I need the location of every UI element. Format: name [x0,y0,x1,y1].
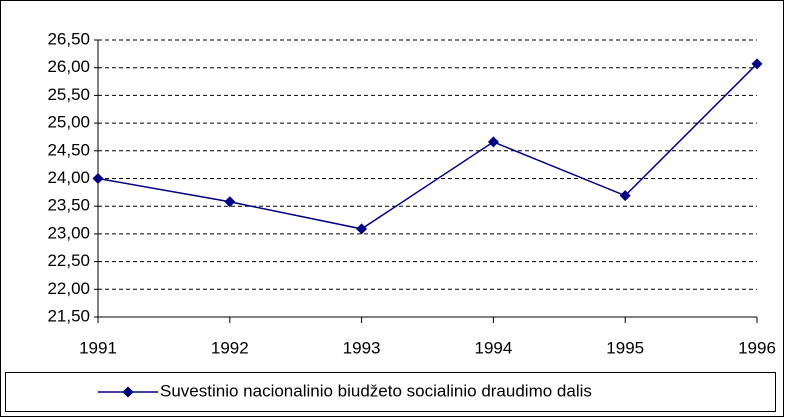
y-tick-label: 22,50 [47,251,90,270]
y-tick-label: 25,50 [47,85,90,104]
x-tick-label: 1996 [738,338,776,357]
data-point [92,173,104,184]
y-tick-label: 26,50 [47,29,90,48]
data-point [751,58,763,70]
legend-marker [122,386,134,398]
legend-label: Suvestinio nacionalinio biudžeto sociali… [160,381,592,400]
x-tick-label: 1995 [606,338,644,357]
y-tick-label: 23,50 [47,196,90,215]
x-tick-label: 1991 [79,338,117,357]
series-line [97,63,758,230]
y-tick-label: 23,00 [47,223,90,242]
y-tick-label: 25,00 [47,113,90,132]
y-tick-label: 24,00 [47,168,90,187]
x-tick-label: 1992 [211,338,249,357]
data-point [487,136,499,148]
data-point [619,190,631,202]
y-tick-label: 24,50 [47,140,90,159]
x-tick-label: 1993 [343,338,381,357]
x-tick-label: 1994 [474,338,512,357]
y-tick-label: 26,00 [47,57,90,76]
y-tick-label: 22,00 [47,279,90,298]
data-point [356,223,368,235]
data-point [224,196,236,208]
y-tick-label: 21,50 [47,306,90,325]
